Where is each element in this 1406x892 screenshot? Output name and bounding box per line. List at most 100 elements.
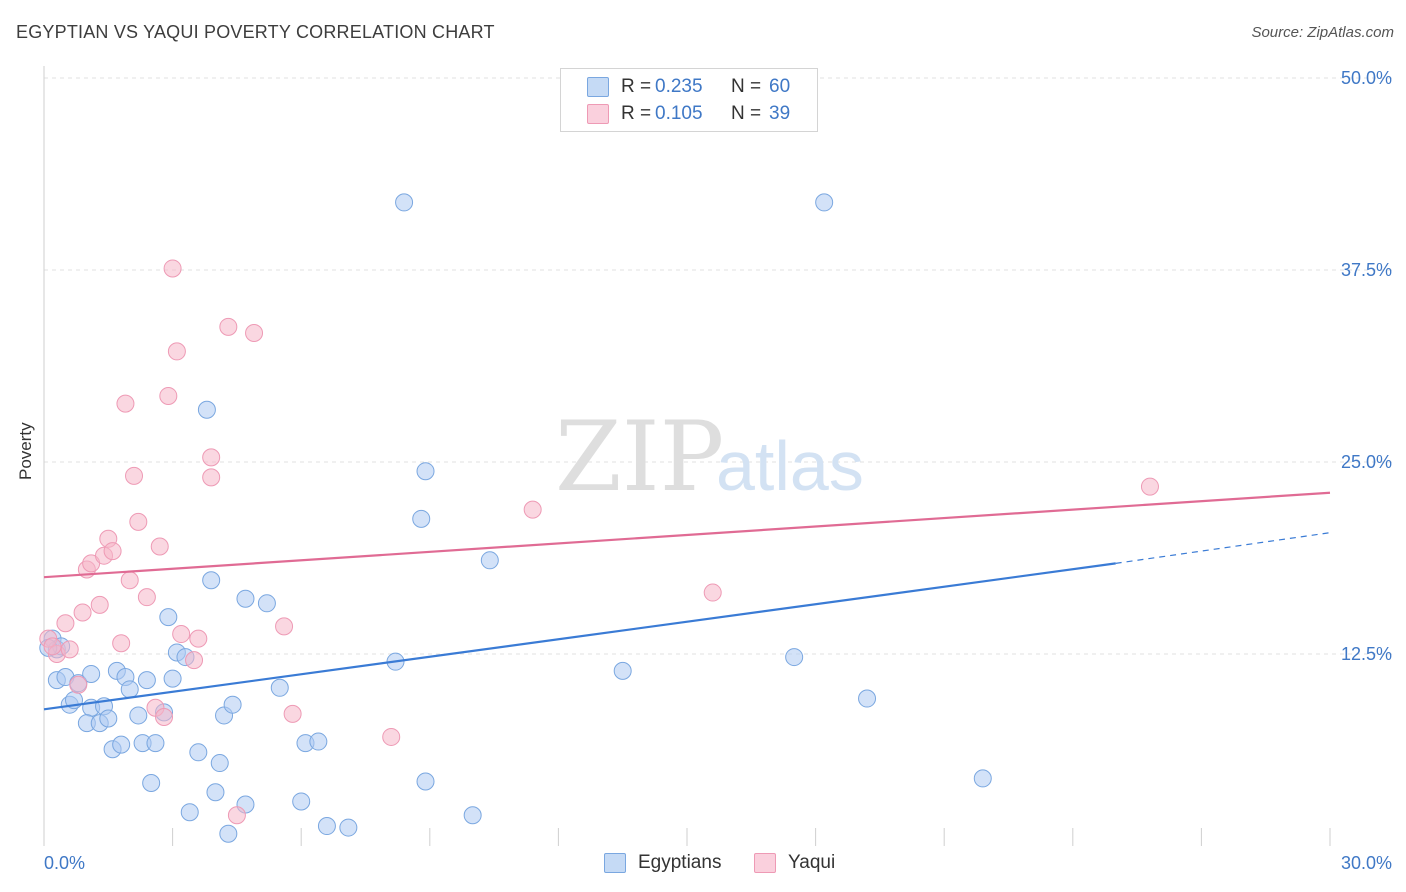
point-egyptians (219, 824, 238, 843)
point-egyptians (82, 664, 101, 683)
legend-r-value: 0.105 (655, 103, 703, 124)
x-tick-label-max: 30.0% (1341, 853, 1392, 873)
point-egyptians (112, 735, 131, 754)
point-egyptians (129, 706, 148, 725)
point-egyptians (236, 589, 255, 608)
point-egyptians (197, 400, 216, 419)
point-egyptians (146, 734, 165, 753)
point-egyptians (785, 648, 804, 667)
bottom-legend-yaqui: Yaqui (754, 852, 835, 874)
point-yaqui (167, 342, 186, 361)
point-egyptians (416, 462, 435, 481)
trend-lines (43, 491, 1331, 711)
point-egyptians (210, 754, 229, 773)
point-yaqui (56, 614, 75, 633)
point-egyptians (99, 709, 118, 728)
y-tick-label: 12.5% (1341, 644, 1392, 664)
point-egyptians (815, 193, 834, 212)
axes (43, 66, 1331, 846)
point-yaqui (245, 323, 264, 342)
bottom-legend-label-yaqui: Yaqui (788, 852, 836, 873)
point-egyptians (202, 571, 221, 590)
legend-n-value: 39 (769, 103, 791, 124)
legend-n-label: N = (731, 76, 762, 97)
point-yaqui (172, 625, 191, 644)
point-yaqui (129, 512, 148, 531)
point-yaqui (163, 259, 182, 278)
bottom-legend-label-egyptians: Egyptians (638, 852, 722, 873)
point-yaqui (227, 806, 246, 825)
watermark-zip: ZIP (555, 401, 724, 513)
point-egyptians (339, 818, 358, 837)
point-yaqui (202, 468, 221, 487)
data-points (39, 193, 1159, 843)
point-egyptians (189, 743, 208, 762)
point-yaqui (155, 707, 174, 726)
point-egyptians (480, 551, 499, 570)
y-tick-label: 37.5% (1341, 260, 1392, 280)
x-tick-label-min: 0.0% (44, 853, 85, 873)
legend-r-label: R = (621, 103, 652, 124)
y-axis-label: Poverty (16, 422, 35, 480)
point-egyptians (292, 792, 311, 811)
point-egyptians (223, 695, 242, 714)
legend-swatch-egyptians (587, 77, 609, 97)
legend-row-egyptians: R = 0.235 N = 60 (587, 75, 790, 99)
point-egyptians (142, 774, 161, 793)
legend-n-label: N = (731, 103, 762, 124)
legend: R = 0.235 N = 60 R = 0.105 N = 39 (560, 68, 818, 132)
grid-lines (44, 77, 1392, 655)
trend-line-yaqui (43, 491, 1331, 579)
point-egyptians (309, 732, 328, 751)
point-yaqui (43, 637, 62, 656)
legend-r-label: R = (621, 76, 652, 97)
chart-title: EGYPTIAN VS YAQUI POVERTY CORRELATION CH… (16, 22, 495, 42)
y-tick-label: 25.0% (1341, 452, 1392, 472)
point-yaqui (125, 466, 144, 485)
point-yaqui (137, 588, 156, 607)
point-egyptians (257, 594, 276, 613)
point-yaqui (523, 500, 542, 519)
legend-r-value: 0.235 (655, 76, 703, 97)
point-egyptians (137, 671, 156, 690)
point-yaqui (69, 675, 88, 694)
point-yaqui (283, 704, 302, 723)
point-egyptians (120, 680, 139, 699)
point-yaqui (116, 394, 135, 413)
legend-row-yaqui: R = 0.105 N = 39 (587, 102, 790, 126)
point-yaqui (90, 595, 109, 614)
point-egyptians (613, 661, 632, 680)
point-egyptians (159, 608, 178, 627)
point-egyptians (206, 783, 225, 802)
bottom-legend-swatch-yaqui (754, 853, 776, 873)
point-yaqui (112, 634, 131, 653)
point-yaqui (185, 651, 204, 670)
point-yaqui (150, 537, 169, 556)
bottom-legend-swatch-egyptians (604, 853, 626, 873)
point-yaqui (275, 617, 294, 636)
point-yaqui (159, 386, 178, 405)
point-egyptians (416, 772, 435, 791)
trend-line-egyptians-extension (1115, 532, 1331, 564)
point-egyptians (973, 769, 992, 788)
point-yaqui (60, 640, 79, 659)
point-yaqui (189, 629, 208, 648)
tick-labels: 12.5% 25.0% 37.5% 50.0% 0.0% 30.0% (44, 68, 1392, 873)
bottom-legend-egyptians: Egyptians (604, 852, 721, 874)
point-egyptians (180, 803, 199, 822)
y-tick-label: 50.0% (1341, 68, 1392, 88)
point-egyptians (463, 806, 482, 825)
legend-n-value: 60 (769, 76, 791, 97)
point-yaqui (703, 583, 722, 602)
point-egyptians (395, 193, 414, 212)
legend-swatch-yaqui (587, 104, 609, 124)
point-egyptians (858, 689, 877, 708)
point-yaqui (219, 317, 238, 336)
point-yaqui (103, 542, 122, 561)
point-egyptians (163, 669, 182, 688)
source-label: Source: ZipAtlas.com (1251, 24, 1394, 41)
watermark: ZIP atlas (555, 401, 864, 513)
point-yaqui (73, 603, 92, 622)
point-egyptians (270, 678, 289, 697)
